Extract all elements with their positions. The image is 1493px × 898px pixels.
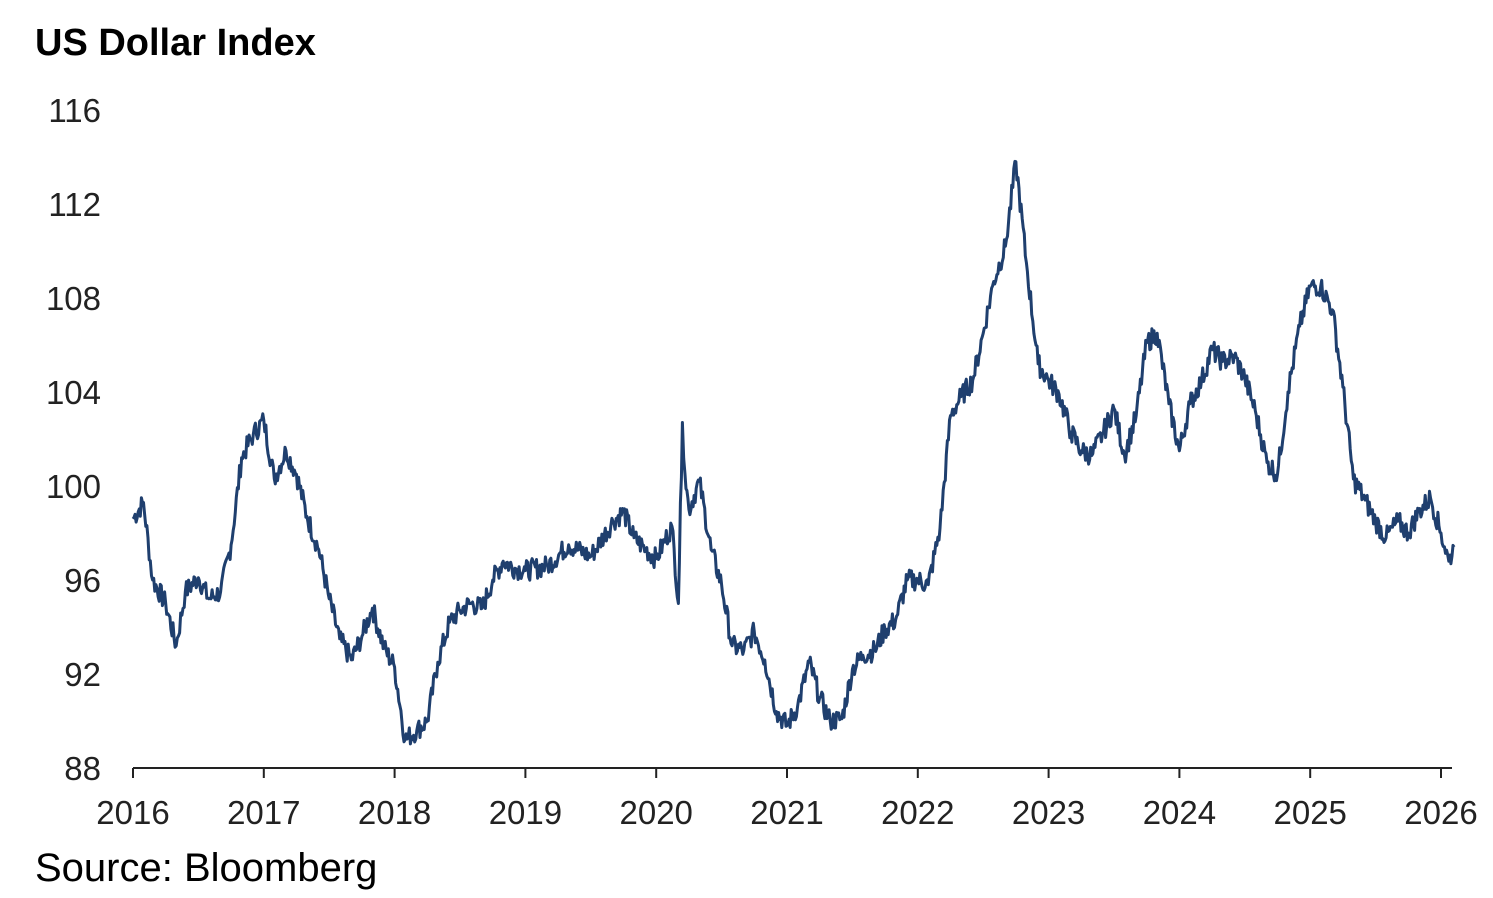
x-tick-label: 2016: [96, 794, 169, 831]
x-tick-label: 2022: [881, 794, 954, 831]
series-line-0: [131, 159, 1456, 746]
x-axis: 2016 2017 2018 2019 2020 2021 2022 2023 2024 2025…: [96, 767, 1478, 831]
x-tick-label: 2020: [619, 794, 692, 831]
chart-title: US Dollar Index: [35, 22, 316, 64]
x-tick-label: 2025: [1273, 794, 1346, 831]
x-tick-label: 2023: [1012, 794, 1085, 831]
series-layer: [131, 159, 1456, 746]
x-tick-label: 2021: [750, 794, 823, 831]
y-axis-tick-labels: 88 92 96 100 104 108 112 116: [46, 92, 101, 787]
x-tick-label: 2026: [1404, 794, 1477, 831]
y-tick-label: 104: [46, 374, 101, 411]
x-tick-label: 2019: [489, 794, 562, 831]
source-note: Source: Bloomberg: [35, 846, 378, 890]
x-tick-label: 2024: [1143, 794, 1216, 831]
x-tick-label: 2017: [227, 794, 300, 831]
x-tick-label: 2018: [358, 794, 431, 831]
y-tick-label: 100: [46, 468, 101, 505]
y-tick-label: 96: [64, 562, 101, 599]
y-tick-label: 108: [46, 280, 101, 317]
y-tick-label: 88: [64, 750, 101, 787]
y-tick-label: 116: [48, 92, 101, 129]
y-tick-label: 112: [48, 186, 101, 223]
y-tick-label: 92: [64, 656, 101, 693]
